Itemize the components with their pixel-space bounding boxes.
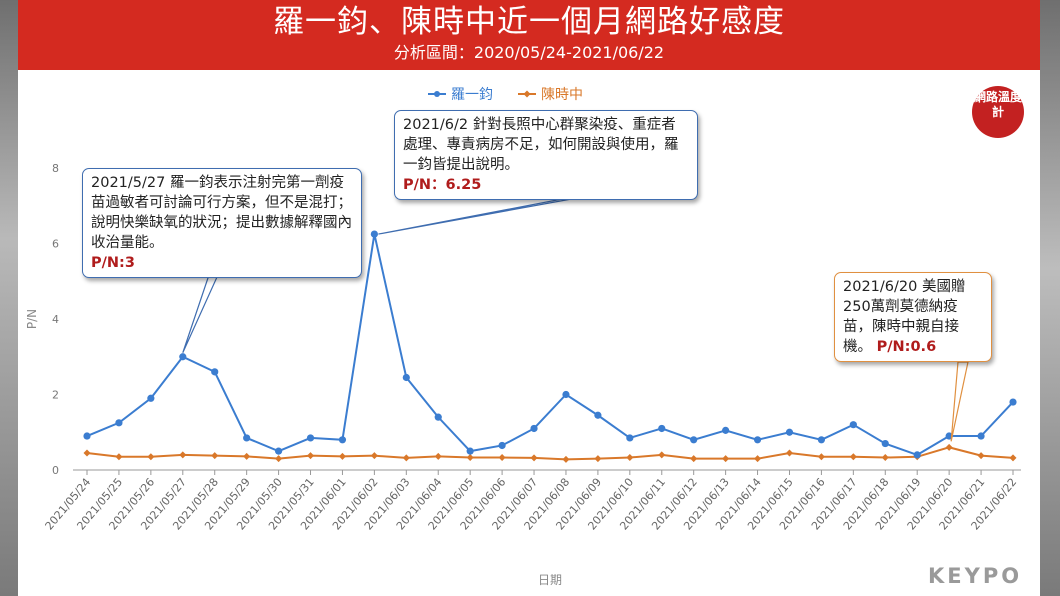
x-axis-label: 日期 (538, 573, 562, 587)
data-point (785, 428, 794, 436)
data-point (785, 449, 793, 457)
legend-label: 羅一鈞 (451, 87, 493, 103)
data-point (530, 424, 538, 433)
data-point (530, 454, 538, 462)
data-point (690, 455, 698, 463)
callout-pointer (182, 265, 223, 353)
data-point (402, 454, 410, 462)
y-axis-label: P/N (25, 309, 39, 329)
line-chart: 02468P/N2021/05/242021/05/252021/05/2620… (25, 87, 1021, 587)
data-point (1009, 398, 1017, 406)
data-point (402, 373, 410, 382)
data-point (434, 413, 442, 421)
data-point (275, 455, 283, 463)
callout-pointer (950, 361, 969, 442)
data-point (434, 452, 442, 460)
data-point (466, 454, 474, 462)
header-banner: 羅一鈞、陳時中近一個月網路好感度 分析區間：2020/05/24-2021/06… (18, 0, 1040, 70)
y-tick-label: 6 (52, 238, 59, 251)
legend-label: 陳時中 (541, 87, 583, 103)
data-point (817, 436, 826, 444)
data-point (562, 390, 570, 399)
data-point (562, 455, 570, 463)
data-point (498, 454, 506, 462)
data-point (115, 453, 123, 461)
data-point (115, 419, 123, 427)
data-point (1009, 454, 1017, 462)
y-tick-label: 2 (52, 389, 59, 402)
data-point (83, 432, 91, 440)
data-point (211, 368, 219, 376)
y-tick-label: 4 (52, 313, 59, 326)
data-point (498, 441, 506, 450)
data-point (83, 449, 91, 457)
data-point (754, 455, 762, 463)
data-point (306, 434, 315, 442)
data-point (753, 436, 762, 444)
data-point (274, 447, 283, 455)
thermometer-badge-icon: 網路溫度計 (972, 86, 1024, 138)
y-tick-label: 0 (52, 464, 59, 477)
data-point (626, 454, 634, 462)
data-point (243, 434, 251, 442)
legend-marker (523, 90, 531, 98)
legend-marker (434, 91, 440, 97)
annotation-pn: P/N:0.6 (876, 339, 937, 355)
data-point (307, 452, 315, 460)
annotation-text: 2021/6/20 美國贈250萬劑莫德納疫苗，陳時中親自接機。 (843, 279, 966, 355)
data-point (658, 451, 666, 459)
keypo-logo: KEYPO (928, 564, 1023, 588)
data-point (945, 443, 953, 451)
annotation-pn: P/N：6.25 (403, 177, 482, 193)
data-point (338, 452, 346, 460)
data-point (594, 411, 602, 419)
data-point (881, 454, 889, 462)
data-point (977, 452, 985, 460)
data-point (243, 452, 251, 460)
page-subtitle: 分析區間：2020/05/24-2021/06/22 (393, 43, 665, 62)
slide: 羅一鈞、陳時中近一個月網路好感度 分析區間：2020/05/24-2021/06… (18, 0, 1040, 596)
data-point (658, 424, 666, 433)
data-point (179, 451, 187, 459)
annotation-text: 2021/5/27 羅一鈞表示注射完第一劑疫苗過敏者可討論可行方案，但不是混打；… (91, 175, 352, 251)
data-point (179, 353, 187, 361)
data-point (977, 432, 985, 440)
data-point (881, 439, 889, 448)
data-point (211, 452, 219, 460)
data-point (913, 451, 921, 459)
data-point (370, 230, 378, 238)
annotation-0620: 2021/6/20 美國贈250萬劑莫德納疫苗，陳時中親自接機。 P/N:0.6 (834, 272, 992, 362)
page-title: 羅一鈞、陳時中近一個月網路好感度 (273, 4, 785, 40)
data-point (722, 455, 730, 463)
callout-pointer (378, 195, 589, 235)
data-point (690, 436, 698, 444)
annotation-pn: P/N:3 (91, 255, 135, 271)
y-tick-label: 8 (52, 162, 59, 175)
data-point (594, 455, 602, 463)
data-point (466, 447, 474, 455)
background-left (0, 0, 20, 596)
data-point (626, 434, 634, 442)
data-point (147, 394, 155, 402)
data-point (849, 421, 857, 429)
data-point (722, 426, 730, 434)
data-point (817, 453, 825, 461)
annotation-0527: 2021/5/27 羅一鈞表示注射完第一劑疫苗過敏者可討論可行方案，但不是混打；… (82, 168, 362, 278)
series-line-lo (86, 233, 1014, 456)
series-line-chen (86, 446, 1014, 461)
data-point (370, 452, 378, 460)
annotation-text: 2021/6/2 針對長照中心群聚染疫、重症者處理、專責病房不足，如何開設與使用… (403, 117, 679, 173)
background-right (1038, 0, 1060, 596)
data-point (849, 453, 857, 461)
annotation-0602: 2021/6/2 針對長照中心群聚染疫、重症者處理、專責病房不足，如何開設與使用… (394, 110, 698, 200)
data-point (147, 453, 155, 461)
data-point (338, 436, 347, 444)
